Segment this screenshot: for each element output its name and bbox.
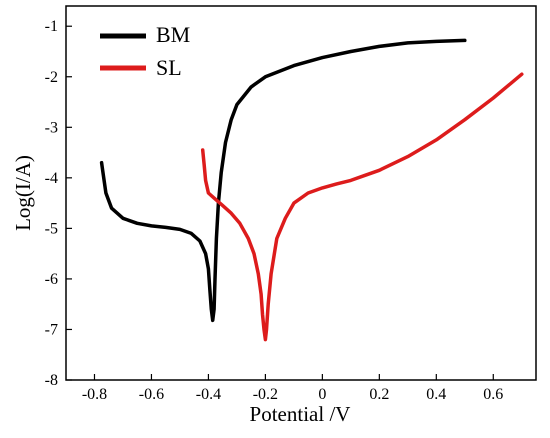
axis-ticks: [66, 25, 494, 381]
y-axis-title: Log(I/A): [11, 155, 35, 231]
series-line-sl: [200, 72, 524, 342]
legend-label-sl: SL: [156, 55, 182, 80]
x-tick-label: -0.2: [253, 386, 278, 403]
x-tick-label: -0.6: [139, 386, 164, 403]
y-tick-label: -7: [45, 321, 58, 338]
legend: BM SL: [100, 22, 190, 80]
x-tick-label: -0.4: [196, 386, 221, 403]
x-tick-label: 0.6: [483, 386, 503, 403]
y-tick-label: -6: [45, 271, 58, 288]
y-tick-label: -1: [45, 18, 58, 35]
legend-label-bm: BM: [156, 22, 190, 47]
y-tick-label: -2: [45, 69, 58, 86]
series-line-bm: [99, 38, 467, 323]
x-tick-label: 0.2: [369, 386, 389, 403]
y-tick-label: -8: [45, 372, 58, 389]
y-tick-labels: -8 -7 -6 -5 -4 -3 -2 -1: [45, 18, 58, 389]
y-tick-label: -3: [45, 119, 58, 136]
x-tick-label: 0.4: [426, 386, 446, 403]
x-tick-label: -0.8: [82, 386, 107, 403]
series-layer: [99, 38, 524, 342]
y-tick-label: -5: [45, 220, 58, 237]
x-tick-labels: -0.8 -0.6 -0.4 -0.2 0 0.2 0.4 0.6: [82, 386, 503, 403]
y-tick-label: -4: [45, 170, 58, 187]
x-tick-label: 0: [318, 386, 326, 403]
plot-frame: [65, 5, 537, 381]
x-axis-title: Potential /V: [250, 402, 351, 426]
